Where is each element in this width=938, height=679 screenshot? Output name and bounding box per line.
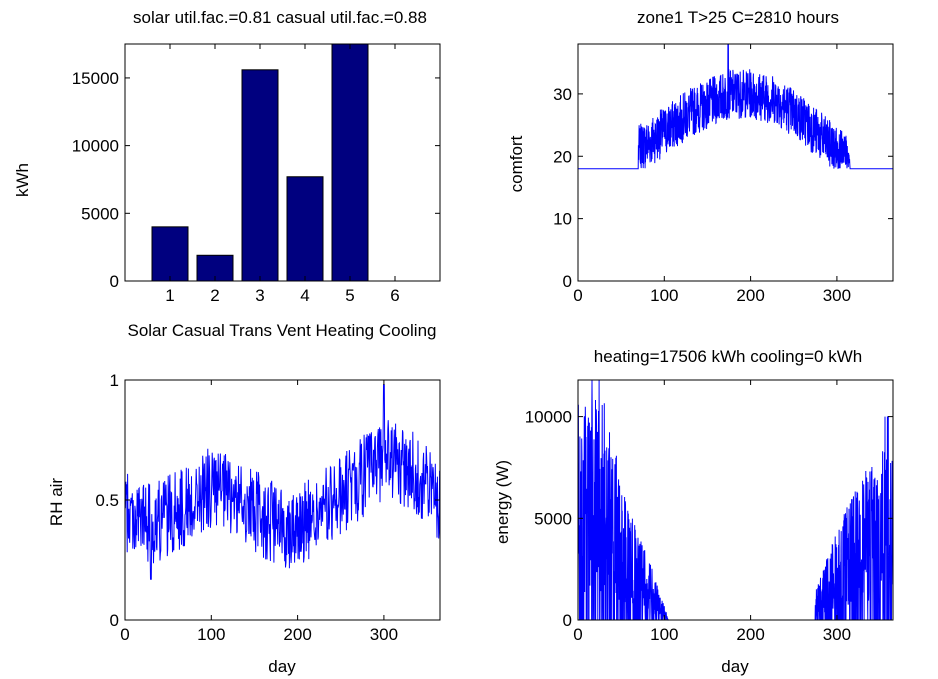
comfort-axes-frame	[577, 43, 894, 282]
bars-ytick-label: 10000	[72, 137, 119, 156]
bars-xlabel: Solar Casual Trans Vent Heating Cooling	[127, 321, 436, 340]
comfort-ytick-label: 0	[563, 272, 572, 291]
energy-ytick-label: 10000	[525, 408, 572, 427]
energy-xlabel: day	[721, 657, 749, 676]
bars-axes-frame	[124, 43, 441, 282]
bar-4	[286, 176, 324, 282]
bars-ylabel: kWh	[13, 163, 32, 197]
comfort-series-line	[578, 43, 893, 170]
comfort-xtick-label: 100	[650, 286, 678, 305]
rh-line-group	[124, 384, 441, 580]
bars-xtick-label: 4	[300, 286, 309, 305]
comfort-ylabel: comfort	[507, 135, 526, 192]
comfort-line-group	[578, 43, 893, 170]
bar-5	[331, 43, 369, 282]
energy-xtick-label: 100	[650, 625, 678, 644]
bars-xtick-label: 3	[255, 286, 264, 305]
energy-axes-frame	[577, 379, 894, 621]
bars-xtick-label: 5	[345, 286, 354, 305]
bar-3	[241, 69, 279, 282]
comfort-ytick-label: 30	[553, 85, 572, 104]
comfort-title: zone1 T>25 C=2810 hours	[637, 8, 839, 27]
panel-energy: heating=17506 kWh cooling=0 kWh energy (…	[493, 347, 894, 676]
rh-series-line	[124, 384, 441, 580]
panel-comfort: zone1 T>25 C=2810 hours comfort 0 100 200 3…	[507, 8, 894, 305]
bars-ytick-label: 5000	[81, 204, 119, 223]
bars-ytick-label: 15000	[72, 69, 119, 88]
rh-xtick-label: 200	[283, 625, 311, 644]
rh-ytick-label: 0	[110, 611, 119, 630]
comfort-xtick-label: 300	[823, 286, 851, 305]
rh-ylabel: RH air	[47, 478, 66, 527]
rh-xtick-label: 0	[120, 625, 129, 644]
rh-ytick-label: 0.5	[95, 491, 119, 510]
energy-line-group	[577, 379, 894, 621]
bars-ticks: 1 2 3 4 5 6 0 5000 10000 15000	[72, 44, 440, 305]
panel-rh-air: RH air day 0 100 200 300 0 0.5 1	[47, 371, 441, 676]
bar-1	[151, 226, 189, 282]
panel-energy-bars: solar util.fac.=0.81 casual util.fac.=0.…	[13, 8, 441, 340]
bars-ytick-label: 0	[110, 272, 119, 291]
energy-series-line	[577, 379, 894, 621]
comfort-xtick-label: 0	[573, 286, 582, 305]
energy-ytick-label: 0	[563, 611, 572, 630]
energy-ticks: 0 100 200 300 0 5000 10000	[525, 380, 893, 644]
bars-xtick-label: 2	[210, 286, 219, 305]
rh-ytick-label: 1	[110, 371, 119, 390]
bars-group	[151, 43, 369, 282]
energy-xtick-label: 200	[736, 625, 764, 644]
bars-title: solar util.fac.=0.81 casual util.fac.=0.…	[133, 8, 427, 27]
comfort-ytick-label: 20	[553, 147, 572, 166]
energy-xtick-label: 300	[823, 625, 851, 644]
comfort-ticks: 0 100 200 300 0 10 20 30	[553, 44, 893, 305]
rh-xtick-label: 100	[197, 625, 225, 644]
rh-xlabel: day	[268, 657, 296, 676]
rh-axes-frame	[124, 379, 441, 621]
energy-xtick-label: 0	[573, 625, 582, 644]
comfort-xtick-label: 200	[736, 286, 764, 305]
rh-xtick-label: 300	[370, 625, 398, 644]
energy-title: heating=17506 kWh cooling=0 kWh	[594, 347, 862, 366]
comfort-ytick-label: 10	[553, 210, 572, 229]
energy-ytick-label: 5000	[534, 509, 572, 528]
bars-xtick-label: 1	[165, 286, 174, 305]
bars-xtick-label: 6	[390, 286, 399, 305]
energy-ylabel: energy (W)	[493, 460, 512, 544]
